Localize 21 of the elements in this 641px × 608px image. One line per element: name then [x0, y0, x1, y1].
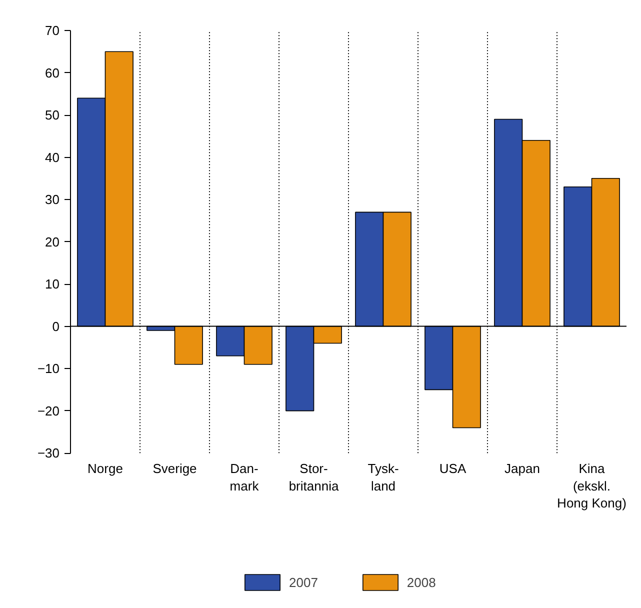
legend-label: 2008 — [406, 574, 436, 590]
y-tick-label: 10 — [45, 276, 60, 292]
y-tick-label: 0 — [52, 318, 60, 334]
y-tick-label: −10 — [37, 361, 60, 376]
y-tick-label: 70 — [45, 23, 60, 38]
x-tick-label: Tysk- land — [368, 461, 399, 494]
x-tick-label: Kina (ekskl. Hong Kong) — [557, 461, 626, 511]
y-tick-label: 60 — [45, 65, 60, 80]
y-tick-label: 20 — [45, 234, 60, 250]
x-tick-label: Dan- mark — [230, 461, 260, 494]
x-tick-label: Sverige — [152, 461, 197, 476]
x-tick-label: USA — [439, 461, 466, 476]
legend-label: 2007 — [289, 574, 318, 590]
x-tick-label: Stor- britannia — [288, 461, 340, 494]
y-tick-label: 30 — [45, 192, 60, 208]
y-tick-label: 50 — [45, 108, 60, 123]
y-tick-label: 40 — [45, 150, 60, 165]
x-tick-label: Norge — [88, 461, 123, 476]
y-tick-label: −20 — [37, 403, 60, 418]
y-tick-label: −30 — [37, 446, 60, 461]
x-tick-label: Japan — [504, 461, 540, 476]
